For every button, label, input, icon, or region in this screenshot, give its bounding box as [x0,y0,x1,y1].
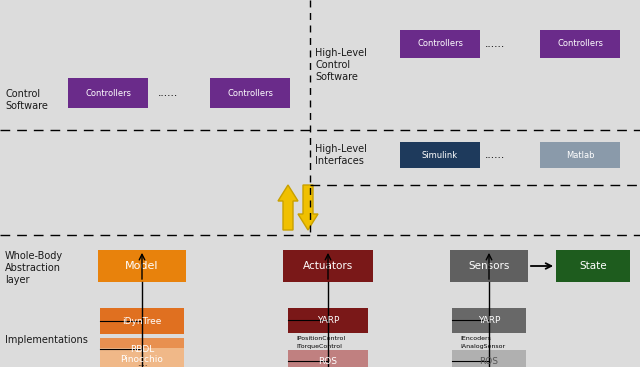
Text: Controllers: Controllers [227,88,273,98]
Text: ROS: ROS [479,356,499,366]
Bar [288,350,368,367]
Bar [400,30,480,58]
FancyArrow shape [298,185,318,230]
Text: ......: ...... [158,88,178,98]
Text: Controllers: Controllers [417,40,463,48]
Bar [98,250,186,282]
Bar [450,250,528,282]
Text: ITorqueControl: ITorqueControl [296,344,342,349]
Bar [452,308,526,333]
Bar [540,30,620,58]
Text: Matlab: Matlab [566,150,595,160]
Text: iDynTree: iDynTree [122,316,162,326]
Bar [556,250,630,282]
Text: ....: .... [137,359,147,367]
Text: Controllers: Controllers [85,88,131,98]
Text: Control
Software: Control Software [5,89,48,111]
Bar [288,308,368,333]
Text: Controllers: Controllers [557,40,603,48]
Text: Model: Model [125,261,159,271]
Bar [540,142,620,168]
Text: Whole-Body
Abstraction
layer: Whole-Body Abstraction layer [5,251,63,284]
Bar [210,78,290,108]
Text: Actuators: Actuators [303,261,353,271]
Text: ......: ...... [485,150,505,160]
Bar [100,338,184,360]
Text: Implementations: Implementations [5,335,88,345]
Bar [400,142,480,168]
Text: High-Level
Control
Software: High-Level Control Software [315,48,367,81]
Text: IPositionControl: IPositionControl [296,336,345,341]
Text: Simulink: Simulink [422,150,458,160]
Bar [68,78,148,108]
Text: IAnalogSensor: IAnalogSensor [460,344,505,349]
Text: ......: ...... [485,39,505,49]
Bar [452,350,526,367]
Bar [283,250,373,282]
Text: State: State [579,261,607,271]
Text: RBDL: RBDL [130,345,154,353]
Text: YARP: YARP [317,316,339,325]
Text: YARP: YARP [478,316,500,325]
Text: Sensors: Sensors [468,261,509,271]
Text: High-Level
Interfaces: High-Level Interfaces [315,144,367,166]
FancyArrow shape [278,185,298,230]
Bar [100,308,184,334]
Text: ROS: ROS [319,356,337,366]
Text: Pinocchio: Pinocchio [120,355,163,363]
Text: IEncoders: IEncoders [460,336,491,341]
Bar [100,348,184,367]
